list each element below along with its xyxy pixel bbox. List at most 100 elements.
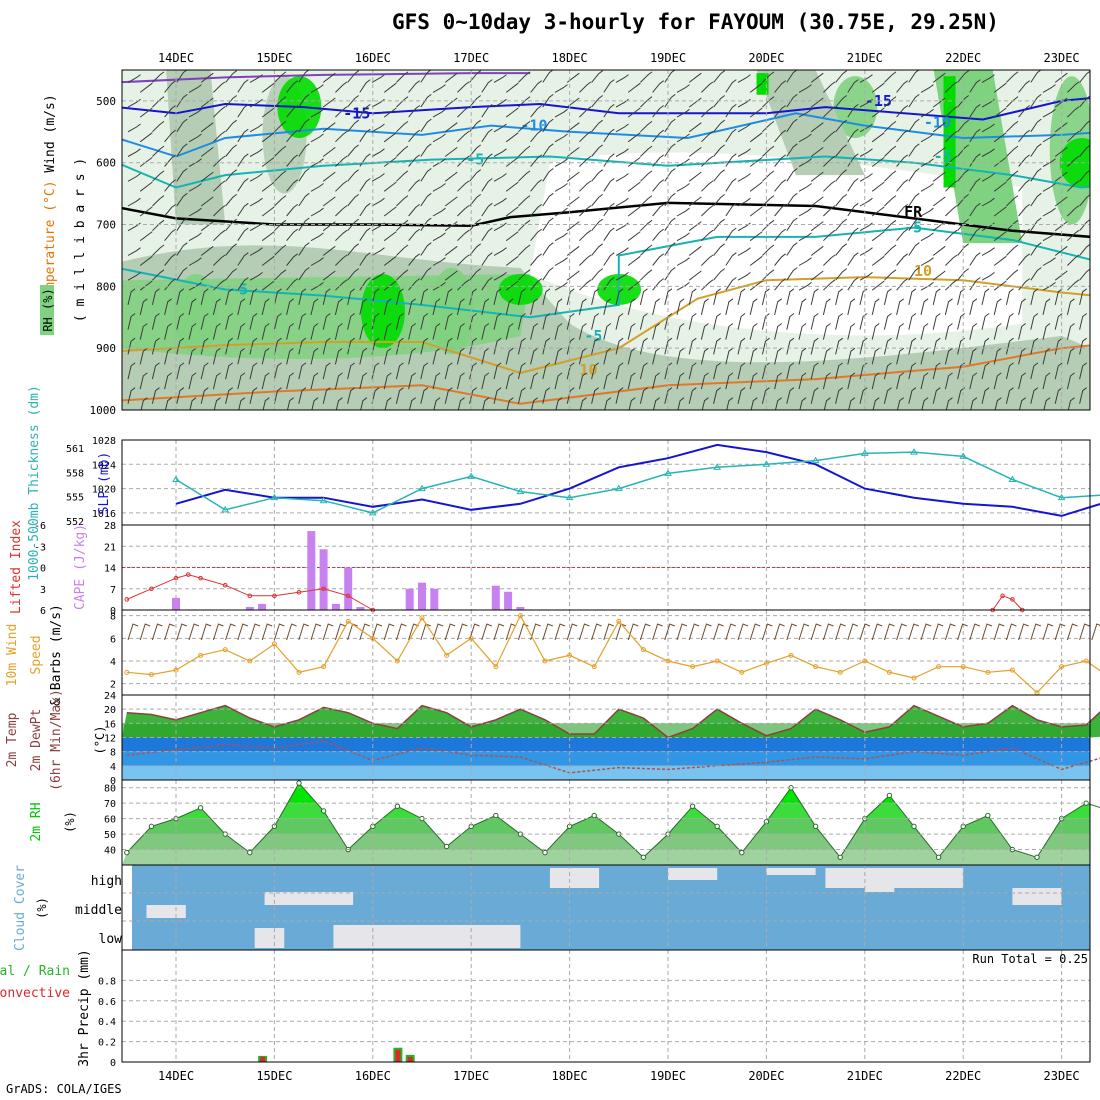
wind-barb	[139, 323, 148, 340]
wind-barb	[371, 272, 385, 281]
day-label-bottom: 18DEC	[552, 1069, 588, 1083]
wind-barb	[188, 183, 202, 192]
wind10-barb	[408, 623, 419, 641]
wind-barb	[786, 387, 795, 404]
wind-barb	[164, 372, 172, 390]
day-label-bottom: 21DEC	[847, 1069, 883, 1083]
wind-barb	[847, 128, 859, 143]
wind-barb	[969, 298, 978, 316]
temp-tick-label: 4	[110, 762, 116, 773]
wind-barb	[969, 104, 981, 118]
wind-barb	[700, 323, 709, 340]
wind-barb	[408, 278, 420, 291]
rh2m-marker	[394, 803, 401, 809]
wind-barb	[383, 298, 392, 316]
wind-barb	[274, 170, 287, 182]
wind-barb	[176, 267, 188, 281]
wind-barb	[664, 267, 676, 281]
wind-barb	[798, 183, 812, 192]
wind-barb	[322, 270, 336, 281]
wind-barb	[798, 158, 812, 167]
wind-barb	[152, 195, 165, 207]
wind-barb	[395, 288, 404, 306]
wind-barb	[896, 204, 908, 217]
wind10-barb	[530, 623, 541, 641]
wind-barb	[261, 206, 275, 217]
wind-barb	[823, 106, 836, 118]
wind-barb	[1054, 362, 1063, 380]
wind-barb	[676, 298, 685, 316]
wind-barb	[969, 153, 981, 167]
wind10-barb	[639, 623, 651, 641]
wind-barb	[200, 288, 209, 306]
cape-tick-label: 14	[104, 564, 116, 575]
wind-barb	[127, 148, 141, 157]
wind-barb	[530, 397, 538, 410]
wind-barb	[591, 268, 603, 281]
wind-barb	[1092, 80, 1100, 93]
wind10-barb	[578, 623, 590, 641]
precip-total-label: Total / Rain	[0, 964, 70, 979]
cape-bar	[307, 531, 316, 610]
li-marker	[296, 589, 302, 595]
rh2m-band	[122, 834, 1090, 850]
wind10-barb	[859, 623, 871, 641]
y-tick-label: 700	[96, 219, 116, 232]
wind-barb	[957, 95, 969, 108]
day-label-top: 22DEC	[945, 51, 981, 65]
wind-barb	[127, 387, 136, 404]
cloud-gap	[264, 892, 354, 905]
wind-barb	[945, 180, 958, 192]
wind-barb	[384, 397, 392, 410]
wind-barb	[530, 129, 542, 143]
cloud-gap	[549, 868, 600, 888]
wind-barb	[261, 132, 275, 143]
rh2m-marker	[320, 808, 327, 814]
rh2m-marker	[443, 843, 450, 850]
wind10-marker	[936, 664, 942, 670]
wind-barb	[579, 155, 592, 167]
wind-barb	[1006, 71, 1019, 83]
wind-barb	[725, 298, 734, 316]
wind10-barb	[127, 623, 139, 641]
wind-barb	[798, 232, 812, 242]
wind-barb	[615, 387, 624, 404]
wind-barb	[310, 108, 324, 118]
wind-barb	[676, 207, 690, 217]
wind-barb	[420, 118, 432, 133]
wind-barb	[335, 205, 348, 217]
wind-barb	[1054, 147, 1068, 157]
wind10-marker	[1083, 658, 1089, 664]
thickness-marker	[762, 460, 771, 467]
wind-barb	[823, 279, 836, 291]
wind-barb	[444, 270, 458, 281]
wind-barb	[908, 143, 920, 157]
wind-barb	[652, 228, 664, 242]
wind-barb	[871, 82, 885, 93]
wind-barb	[432, 207, 446, 217]
wind-barb	[298, 362, 307, 380]
wind-barb	[517, 362, 526, 380]
wind-barb	[371, 247, 385, 256]
wind-barb	[444, 122, 458, 133]
cape-tick-label: 7	[110, 585, 116, 596]
temp-tick-label: 24	[104, 691, 116, 702]
precip-frame	[121, 949, 1091, 1063]
wind-barb	[835, 387, 843, 404]
wind-barb	[481, 153, 493, 167]
wind-barb	[969, 252, 981, 266]
thickness-marker	[418, 484, 426, 492]
wind-barb	[920, 207, 934, 217]
wind-barb	[359, 202, 371, 217]
wind-barb	[1092, 324, 1099, 340]
wind-barb	[286, 372, 294, 390]
wind-barb	[676, 257, 690, 266]
wind-barb	[883, 337, 892, 355]
wind-tick-label: 8	[110, 612, 116, 623]
wind-barb	[493, 173, 507, 182]
slp-tick-label: 1024	[92, 460, 116, 471]
wind-barb	[640, 145, 653, 157]
wind10-barb	[481, 623, 492, 641]
wind-barb	[322, 245, 336, 256]
wind-barb	[139, 231, 153, 242]
